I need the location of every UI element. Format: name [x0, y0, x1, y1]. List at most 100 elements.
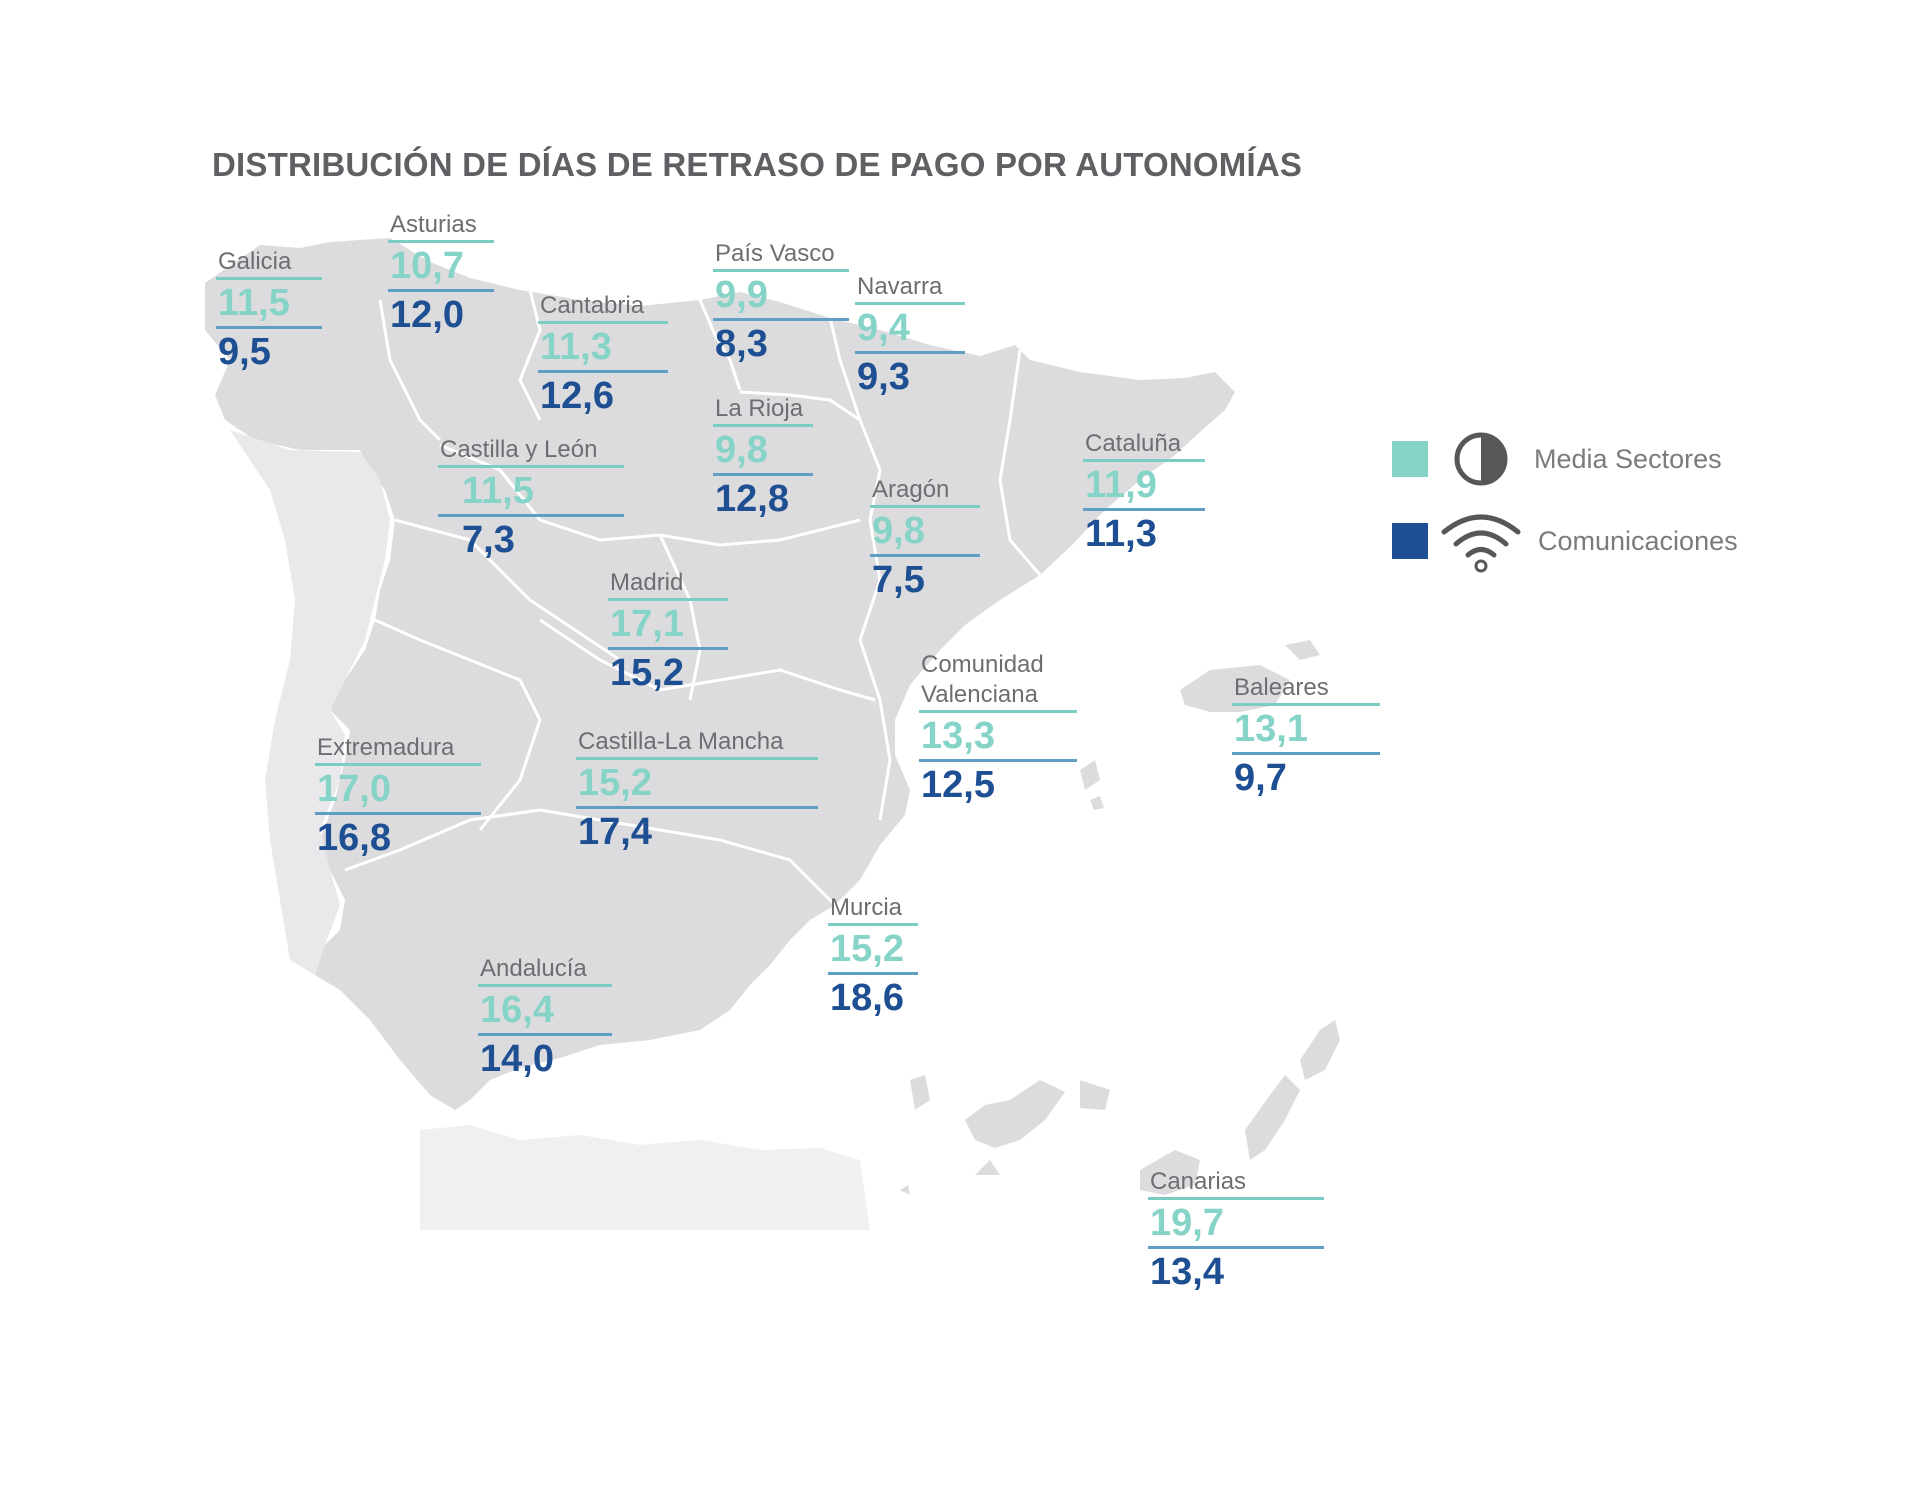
region-name: Comunidad Valenciana — [921, 651, 1044, 708]
separator-line — [1232, 703, 1380, 706]
comunicaciones-value: 16,8 — [317, 817, 391, 859]
separator-line — [608, 647, 728, 650]
separator-line — [828, 972, 918, 975]
legend-item-comunicaciones: Comunicaciones — [1392, 508, 1738, 574]
separator-line — [1083, 459, 1205, 462]
legend-label: Media Sectores — [1534, 443, 1722, 474]
comunicaciones-value: 13,4 — [1150, 1251, 1224, 1293]
separator-line — [713, 424, 813, 427]
comunicaciones-value: 12,8 — [715, 478, 789, 520]
wifi-icon — [1441, 514, 1521, 573]
separator-line — [713, 473, 813, 476]
chart-title: DISTRIBUCIÓN DE DÍAS DE RETRASO DE PAGO … — [212, 146, 1303, 183]
region-madrid: Madrid 17,1 15,2 — [608, 568, 728, 696]
separator-line — [538, 370, 668, 373]
legend-swatch-sectores — [1392, 441, 1428, 477]
region-name: Navarra — [857, 273, 943, 300]
region-name: Castilla y León — [440, 436, 598, 463]
sectores-value: 16,4 — [480, 989, 554, 1031]
comunicaciones-value: 7,3 — [462, 519, 515, 561]
sectores-value: 11,5 — [218, 282, 290, 324]
comunicaciones-value: 18,6 — [830, 977, 904, 1019]
region-name: Cataluña — [1085, 430, 1182, 457]
separator-line — [388, 240, 494, 243]
region-name: Asturias — [390, 211, 477, 238]
sectores-value: 10,7 — [390, 245, 464, 287]
region-name: Andalucía — [480, 955, 587, 982]
sectores-value: 15,2 — [578, 762, 652, 804]
region-baleares: Baleares 13,1 9,7 — [1232, 673, 1380, 801]
africa-shape — [420, 1125, 870, 1230]
separator-line — [919, 759, 1077, 762]
separator-line — [1148, 1246, 1324, 1249]
comunicaciones-value: 8,3 — [715, 323, 768, 365]
separator-line — [315, 812, 481, 815]
region-la-rioja: La Rioja 9,8 12,8 — [713, 394, 813, 522]
comunicaciones-value: 9,7 — [1234, 757, 1287, 799]
region-extremadura: Extremadura 17,0 16,8 — [315, 733, 481, 861]
separator-line — [828, 923, 918, 926]
separator-line — [1148, 1197, 1324, 1200]
portugal-shape — [230, 430, 390, 975]
region-aragon: Aragón 9,8 7,5 — [870, 475, 980, 603]
separator-line — [713, 269, 849, 272]
comunicaciones-value: 12,0 — [390, 294, 464, 336]
region-navarra: Navarra 9,4 9,3 — [855, 272, 965, 400]
separator-line — [855, 351, 965, 354]
comunicaciones-value: 12,5 — [921, 764, 995, 806]
region-castilla-la-mancha: Castilla-La Mancha 15,2 17,4 — [576, 727, 818, 855]
region-asturias: Asturias 10,7 12,0 — [388, 210, 494, 338]
separator-line — [576, 757, 818, 760]
comunicaciones-value: 9,5 — [218, 331, 271, 373]
legend-swatch-comunicaciones — [1392, 523, 1428, 559]
comunicaciones-value: 14,0 — [480, 1038, 554, 1080]
legend-label: Comunicaciones — [1538, 525, 1738, 556]
separator-line — [216, 326, 322, 329]
sectores-value: 9,9 — [715, 274, 768, 316]
sectores-value: 15,2 — [830, 928, 904, 970]
sectores-value: 17,1 — [610, 603, 684, 645]
comunicaciones-value: 12,6 — [540, 375, 614, 417]
half-circle-icon — [1454, 432, 1508, 486]
sectores-value: 11,3 — [540, 326, 612, 368]
separator-line — [608, 598, 728, 601]
separator-line — [870, 505, 980, 508]
region-name: País Vasco — [715, 240, 835, 267]
separator-line — [438, 514, 624, 517]
region-name: Cantabria — [540, 292, 645, 319]
region-name: Aragón — [872, 476, 950, 503]
separator-line — [1083, 508, 1205, 511]
separator-line — [478, 1033, 612, 1036]
separator-line — [1232, 752, 1380, 755]
separator-line — [713, 318, 849, 321]
sectores-value: 9,4 — [857, 307, 910, 349]
region-name: Canarias — [1150, 1168, 1247, 1195]
region-name: La Rioja — [715, 395, 804, 422]
region-pais-vasco: País Vasco 9,9 8,3 — [713, 239, 849, 367]
separator-line — [438, 465, 624, 468]
comunicaciones-value: 7,5 — [872, 559, 925, 601]
region-galicia: Galicia 11,5 9,5 — [216, 247, 322, 375]
sectores-value: 13,1 — [1234, 708, 1308, 750]
canarias-islands — [900, 1020, 1340, 1195]
separator-line — [870, 554, 980, 557]
sectores-value: 9,8 — [715, 429, 768, 471]
baleares-islands — [1080, 640, 1320, 810]
separator-line — [216, 277, 322, 280]
region-andalucia: Andalucía 16,4 14,0 — [478, 954, 612, 1082]
region-name: Murcia — [830, 894, 903, 921]
region-canarias: Canarias 19,7 13,4 — [1148, 1167, 1324, 1295]
separator-line — [388, 289, 494, 292]
comunicaciones-value: 17,4 — [578, 811, 652, 853]
region-cataluna: Cataluña 11,9 11,3 — [1083, 429, 1205, 557]
comunicaciones-value: 9,3 — [857, 356, 910, 398]
region-name: Castilla-La Mancha — [578, 728, 784, 755]
separator-line — [315, 763, 481, 766]
separator-line — [576, 806, 818, 809]
region-cantabria: Cantabria 11,3 12,6 — [538, 291, 668, 419]
comunicaciones-value: 11,3 — [1085, 513, 1157, 555]
legend-item-media-sectores: Media Sectores — [1392, 428, 1722, 490]
region-castilla-y-leon: Castilla y León 11,5 7,3 — [438, 435, 624, 563]
separator-line — [919, 710, 1077, 713]
